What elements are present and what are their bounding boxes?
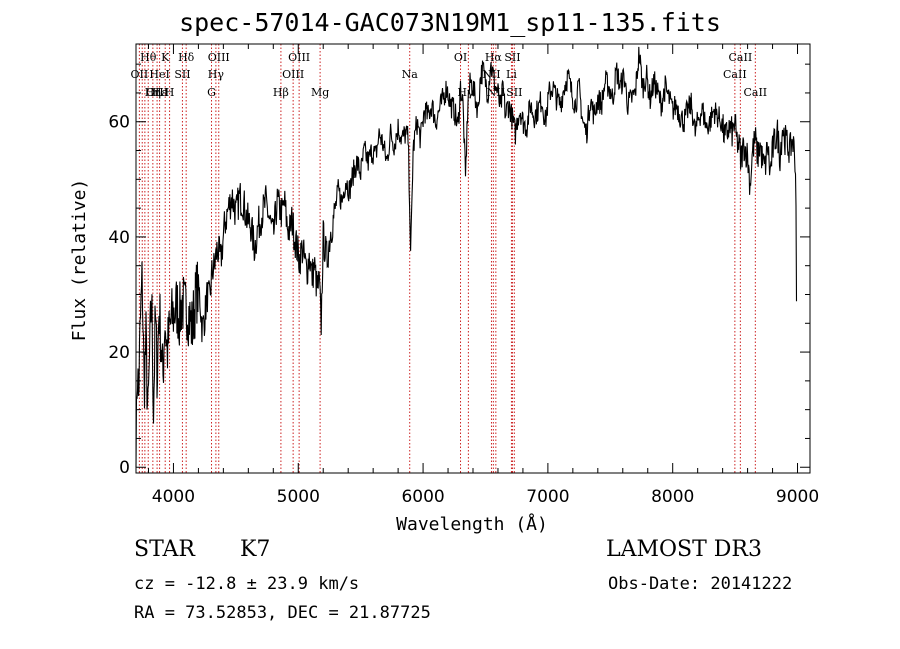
spectral-line-label: Na	[402, 68, 419, 81]
observation-date: Obs-Date: 20141222	[608, 574, 793, 594]
plot-frame	[135, 43, 811, 474]
redshift-velocity: cz = -12.8 ± 23.9 km/s	[134, 574, 360, 594]
x-tick-label: 4000	[152, 487, 195, 507]
spectral-line-label: OI	[454, 51, 467, 64]
y-tick-label: 40	[108, 228, 130, 248]
y-tick-label: 20	[108, 343, 130, 363]
spectral-line-label: NII	[487, 86, 505, 99]
spectral-line-label: HeI	[149, 68, 169, 81]
spectral-line-label: SII	[174, 68, 190, 81]
spectral-line-label: Hγ	[457, 86, 474, 99]
spectral-line-label: OIII	[208, 51, 230, 64]
spectral-line-label: OII	[131, 68, 149, 81]
spectral-line-label: Mg	[311, 86, 329, 99]
spectral-line-label: K	[161, 51, 170, 64]
x-tick-label: 7000	[526, 487, 569, 507]
x-axis-label: Wavelength (Å)	[396, 513, 548, 535]
object-subclass: K7	[240, 537, 271, 562]
y-axis-label: Flux (relative)	[69, 179, 90, 342]
spectral-line-label: NII	[482, 68, 500, 81]
spectral-line-label: OIII	[146, 86, 168, 99]
spectral-line-label: Li	[506, 68, 517, 81]
spectrum-series	[135, 46, 798, 468]
survey-name: LAMOST DR3	[606, 537, 762, 562]
spectral-line-label: Hγ	[208, 68, 225, 81]
spectral-line-label: Hη	[145, 86, 161, 99]
x-tick-label: 5000	[277, 487, 320, 507]
chart-title: spec-57014-GAC073N19M1_sp11-135.fits	[179, 8, 721, 37]
axis-ticks: 4000 5000 6000 7000 8000 9000 0 20 40 60	[108, 44, 819, 507]
spectral-line-label: OIII	[288, 51, 310, 64]
spectral-line-label: Hε	[152, 86, 168, 99]
object-type: STAR	[134, 537, 195, 562]
spectral-line-label: CaII	[743, 86, 767, 99]
spectral-line-label: SII	[504, 51, 520, 64]
coordinates: RA = 73.52853, DEC = 21.87725	[134, 603, 431, 623]
spectral-line-label: G	[207, 86, 216, 99]
spectral-line-label: Hα	[485, 51, 503, 64]
spectral-line-label: Hδ	[178, 51, 195, 64]
spectral-line-label: OIII	[282, 68, 304, 81]
spectral-line-label: H	[165, 86, 175, 99]
y-tick-label: 0	[119, 458, 130, 478]
spectral-line-label: SII	[506, 86, 522, 99]
spectral-line-label: Hβ	[273, 86, 289, 99]
spectrum-line	[135, 46, 798, 468]
x-tick-label: 8000	[651, 487, 694, 507]
chart-axes	[135, 43, 811, 474]
y-tick-label: 60	[108, 113, 130, 133]
x-tick-label: 6000	[401, 487, 444, 507]
spectral-line-label: CaII	[729, 51, 753, 64]
spectral-line-label: CaII	[723, 68, 747, 81]
spectral-line-label: Hθ	[140, 51, 157, 64]
spectral-line-markers	[138, 44, 756, 473]
x-tick-label: 9000	[776, 487, 819, 507]
